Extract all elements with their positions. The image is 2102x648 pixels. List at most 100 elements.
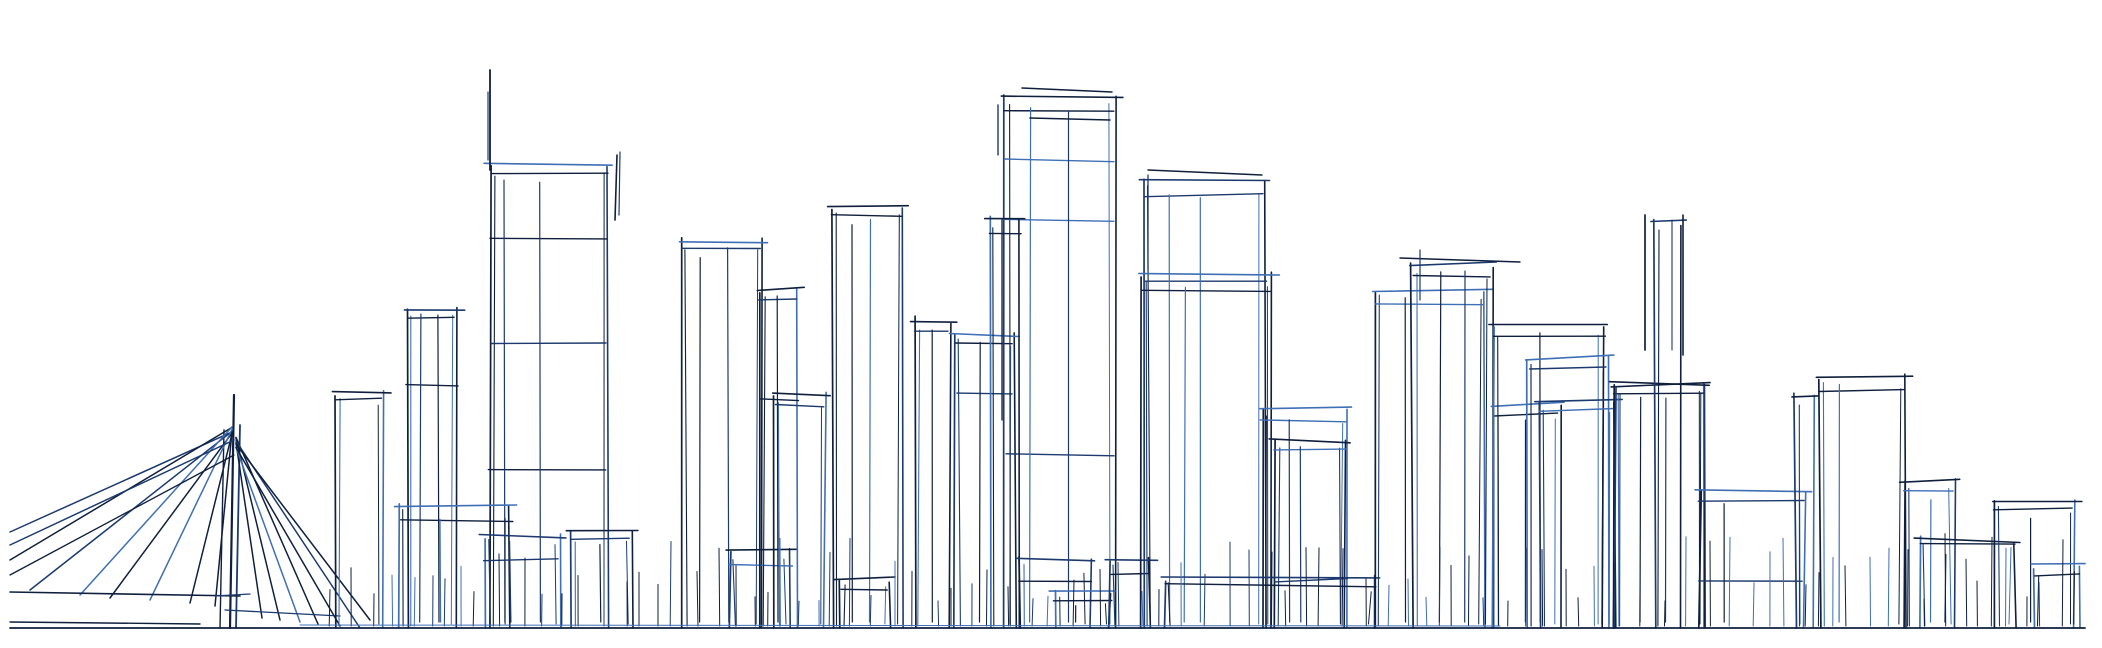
building-outline [2073,571,2075,625]
building-outline [606,165,610,629]
building-outline [1948,488,1952,625]
building-outline [1542,409,1546,627]
building-floor-line [954,342,1013,345]
building-outline [948,332,1020,338]
building-outline [1490,401,1565,408]
building-outline [1815,375,1914,379]
bridge-cable [9,439,235,546]
building-outline [1908,487,1910,627]
skyline-buildings [328,69,2086,629]
building-outline [957,338,961,627]
building-outline [760,237,763,629]
building-outline [989,215,992,629]
building-outline [1138,272,1281,276]
building-floor-line [571,537,630,540]
bridge-pylon [228,393,236,630]
building-outline [838,580,841,629]
sketch-hatch [718,547,721,627]
building-outline [1903,480,1906,629]
sketch-hatch [1099,568,1102,627]
building-outline [1610,381,1711,388]
building-outline [1697,489,1703,629]
building-floor-line [1528,366,1607,370]
building-outline [1524,354,1615,361]
bridge-cable [235,436,319,625]
building-outline [833,576,896,581]
building-floor-line [1110,572,1150,576]
building-outline [1497,335,1499,627]
sketch-hatch [1612,562,1615,627]
sketch-hatch [828,551,831,627]
building-outline [1534,398,1623,403]
sketch-hatch [696,571,699,627]
building-floor-line [1143,192,1264,198]
sketch-hatch [1482,597,1485,627]
building-outline [338,398,341,627]
building-outline [1538,402,1542,629]
building-outline [1339,447,1341,625]
building-floor-line [1697,499,1805,502]
building-detail-line [419,313,422,623]
sketch-hatch [472,591,475,627]
sketch-hatch [797,600,800,627]
building-outline [1265,415,1267,627]
bridge-deck [224,609,341,617]
sketch-hatch [1944,533,1947,627]
sketch-hatch [1728,536,1731,627]
building-outline [2013,542,2017,629]
building-outline [1013,332,1018,629]
building-floor-line [830,213,903,218]
building-outline [2032,568,2036,629]
building-outline [1608,380,1710,387]
building-outline [1491,326,1495,629]
sketch-hatch [1141,590,1144,627]
building-floor-line [1002,218,1115,223]
building-outline [1368,591,1372,625]
tower-crown [1021,87,1113,93]
building-outline [2078,565,2081,629]
building-floor-line [1374,303,1485,306]
building-outline [1997,505,2001,627]
building-detail-line [1183,286,1187,623]
sketch-hatch [1817,572,1820,627]
building-outline [917,329,921,627]
tower-crown [1399,257,1521,263]
sketch-hatch [869,595,872,627]
sketch-hatch [669,541,672,627]
building-outline [1802,491,1807,629]
building-floor-line [1272,448,1348,451]
building-detail-line [539,181,542,623]
bridge-cable [79,426,233,596]
building-outline [1650,219,1688,223]
building-outline [948,322,952,629]
building-floor-line [1003,109,1115,112]
building-floor-line [774,403,825,408]
building-floor-line [1140,289,1271,293]
building-outline [1485,278,1488,625]
building-outline [1377,294,1380,627]
building-outline [1408,261,1498,267]
bridge-deck [9,621,201,625]
building-outline [1409,262,1414,629]
building-outline [820,407,822,625]
building-outline [1138,178,1271,182]
building-outline [755,249,759,625]
building-outline [569,530,572,629]
building-detail-line [698,257,701,623]
building-outline [914,315,917,629]
building-outline [1817,378,1822,629]
building-outline [1343,439,1347,629]
building-outline [1018,555,1022,629]
bridge-cable [9,431,233,533]
sketch-hatch [1046,595,1049,627]
sketch-hatch [1031,598,1034,627]
building-detail-line [1028,107,1032,623]
tower-spire [618,151,621,216]
building-outline [488,539,491,627]
sketch-hatch [1305,547,1308,627]
building-outline [478,533,567,539]
bridge-cable [109,432,233,599]
building-outline [756,286,806,292]
building-outline [1371,288,1494,293]
building-outline [684,249,688,627]
